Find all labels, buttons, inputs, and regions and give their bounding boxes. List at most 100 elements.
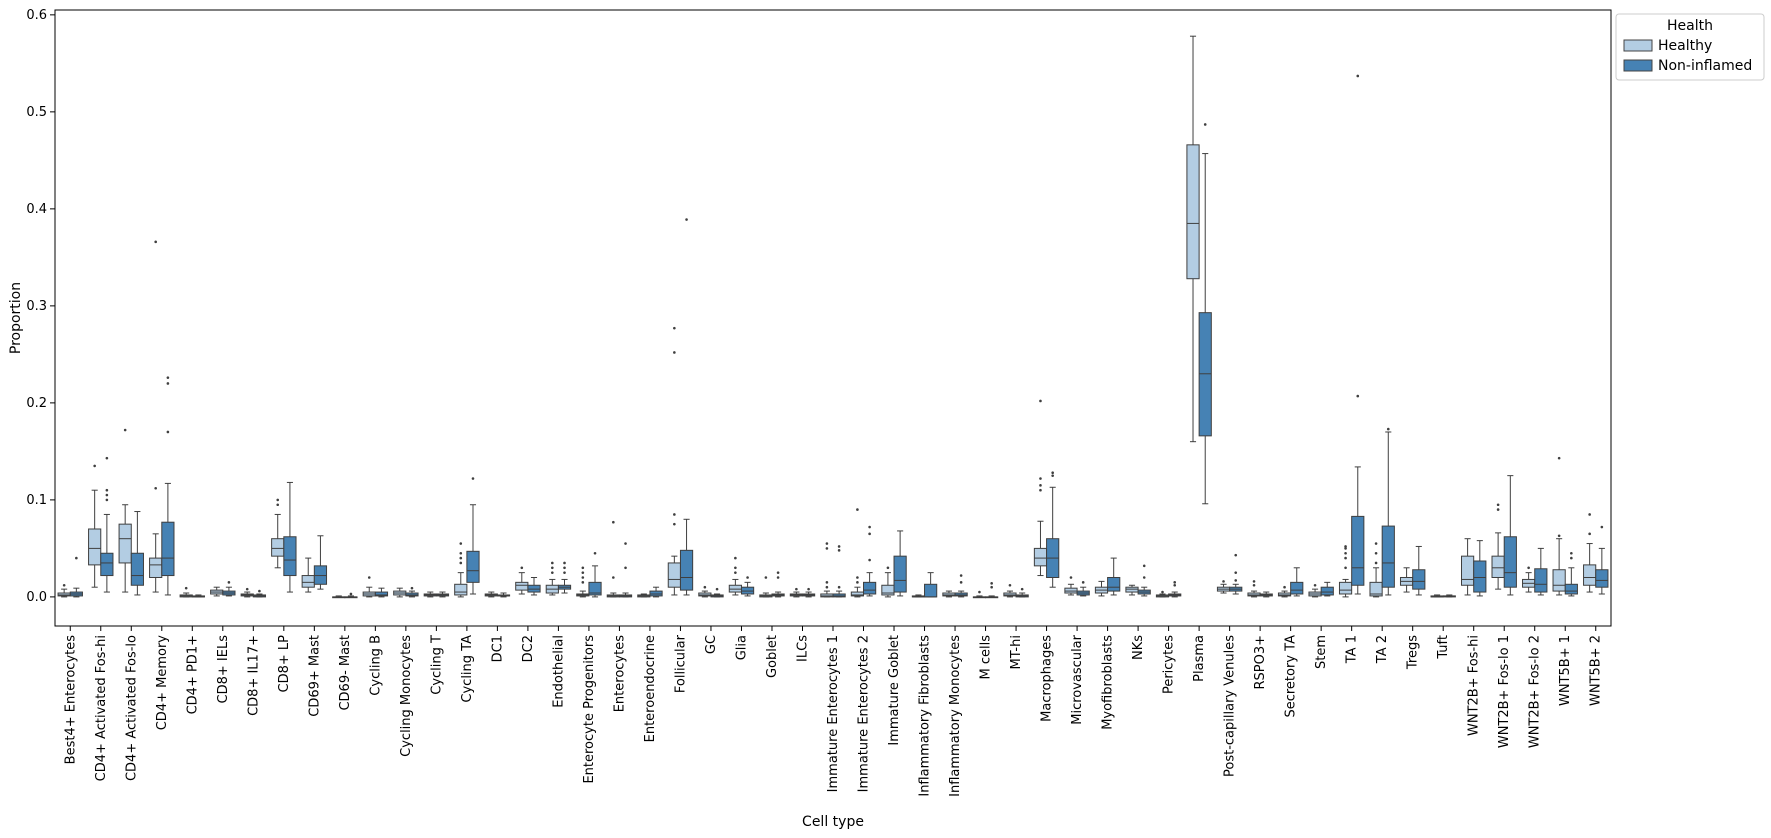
outlier-point	[551, 571, 554, 574]
box-healthy	[423, 591, 437, 598]
box-iqr	[100, 552, 114, 577]
box-non-inflamed	[405, 586, 419, 598]
outlier-point	[825, 547, 829, 550]
box-healthy	[637, 593, 651, 598]
box-iqr	[301, 575, 315, 588]
x-tick-label: Secretory TA	[1284, 635, 1299, 718]
box-non-inflamed	[1442, 594, 1456, 598]
box-iqr	[1503, 536, 1517, 588]
box-non-inflamed	[618, 542, 633, 598]
box-iqr	[515, 581, 529, 591]
box-non-inflamed	[69, 556, 83, 598]
box-iqr	[1583, 564, 1597, 586]
box-iqr	[374, 591, 389, 597]
outlier-point	[349, 592, 353, 596]
outlier-point	[825, 585, 829, 589]
outlier-point	[1008, 583, 1012, 587]
box-healthy	[332, 595, 346, 599]
outlier-point	[410, 586, 414, 590]
outlier-point	[825, 542, 829, 545]
box-non-inflamed	[1351, 74, 1365, 595]
x-tick-label: WNT2B+ Fos-hi	[1467, 635, 1482, 736]
x-tick-label: CD8+ LP	[277, 635, 292, 693]
box-healthy	[301, 557, 315, 593]
outlier-point	[1496, 503, 1500, 507]
box-healthy	[1583, 513, 1597, 593]
box-iqr	[1033, 547, 1048, 567]
x-tick-label: Plasma	[1192, 635, 1207, 682]
outlier-point	[1222, 580, 1225, 583]
legend-swatch-non-inflamed	[1623, 59, 1653, 72]
outlier-point	[734, 571, 737, 574]
outlier-point	[471, 477, 475, 480]
legend-label-healthy: Healthy	[1658, 38, 1712, 54]
box-non-inflamed	[832, 545, 846, 598]
box-non-inflamed	[557, 561, 572, 594]
outlier-point	[1356, 74, 1360, 78]
y-tick-label: 0.6	[26, 8, 47, 23]
outlier-point	[795, 587, 798, 591]
box-iqr	[1534, 568, 1548, 593]
box-non-inflamed	[1046, 471, 1060, 588]
outlier-point	[93, 464, 96, 468]
legend-label-non-inflamed: Non-inflamed	[1658, 58, 1752, 74]
y-tick-label: 0.3	[26, 299, 47, 314]
outlier-point	[276, 503, 280, 507]
outlier-point	[807, 587, 810, 591]
x-tick-label: Enterocyte Progenitors	[582, 635, 597, 784]
x-tick-label: Goblet	[765, 635, 780, 678]
x-tick-label: CD4+ Activated Fos-hi	[94, 635, 109, 781]
box-non-inflamed	[710, 587, 724, 598]
x-tick-label: CD8+ IL17+	[246, 635, 261, 716]
box-healthy	[1399, 567, 1414, 593]
box-healthy	[362, 576, 376, 598]
outlier-point	[245, 587, 249, 591]
box-iqr	[130, 552, 144, 586]
outlier-point	[1386, 427, 1390, 431]
outlier-point	[1173, 583, 1177, 587]
x-tick-label: Glia	[734, 635, 749, 660]
box-healthy	[789, 587, 803, 598]
outlier-point	[990, 585, 993, 589]
outlier-point	[1313, 583, 1317, 587]
box-non-inflamed	[435, 591, 450, 598]
box-iqr	[1290, 581, 1304, 595]
outlier-point	[1570, 551, 1573, 555]
x-tick-label: Tregs	[1406, 635, 1421, 670]
y-tick-label: 0.5	[26, 105, 47, 120]
x-tick-label: CD4+ Memory	[155, 635, 170, 731]
outlier-point	[276, 498, 280, 502]
box-healthy	[606, 520, 620, 598]
outlier-point	[868, 532, 871, 536]
outlier-point	[776, 576, 780, 579]
outlier-point	[1161, 590, 1164, 594]
outlier-point	[673, 513, 676, 516]
x-tick-label: TA 1	[1345, 635, 1360, 664]
outlier-point	[563, 571, 566, 574]
box-non-inflamed	[496, 592, 511, 598]
box-non-inflamed	[801, 587, 816, 598]
box-iqr	[1320, 586, 1334, 596]
outlier-point	[1252, 580, 1256, 583]
box-non-inflamed	[1290, 567, 1304, 597]
box-non-inflamed	[679, 218, 694, 596]
box-non-inflamed	[222, 581, 236, 597]
x-tick-label: Pericytes	[1162, 635, 1177, 694]
box-non-inflamed	[1137, 564, 1151, 597]
box-healthy	[1186, 35, 1200, 443]
y-axis: 0.0 0.1 0.2 0.3 0.4 0.5 0.6	[26, 8, 55, 605]
box-healthy	[1522, 566, 1536, 593]
outlier-point	[75, 556, 78, 560]
outlier-point	[1570, 556, 1573, 560]
box-non-inflamed	[100, 456, 114, 593]
box-healthy	[850, 508, 865, 598]
box-non-inflamed	[924, 572, 938, 598]
x-tick-label: Best4+ Enterocytes	[63, 635, 78, 765]
outlier-point	[367, 576, 371, 579]
y-axis-label: Proportion	[8, 282, 24, 354]
outlier-point	[685, 218, 688, 221]
outlier-point	[581, 566, 585, 570]
box-healthy	[393, 587, 407, 598]
box-iqr	[1595, 569, 1609, 588]
x-tick-label: DC2	[521, 635, 536, 662]
